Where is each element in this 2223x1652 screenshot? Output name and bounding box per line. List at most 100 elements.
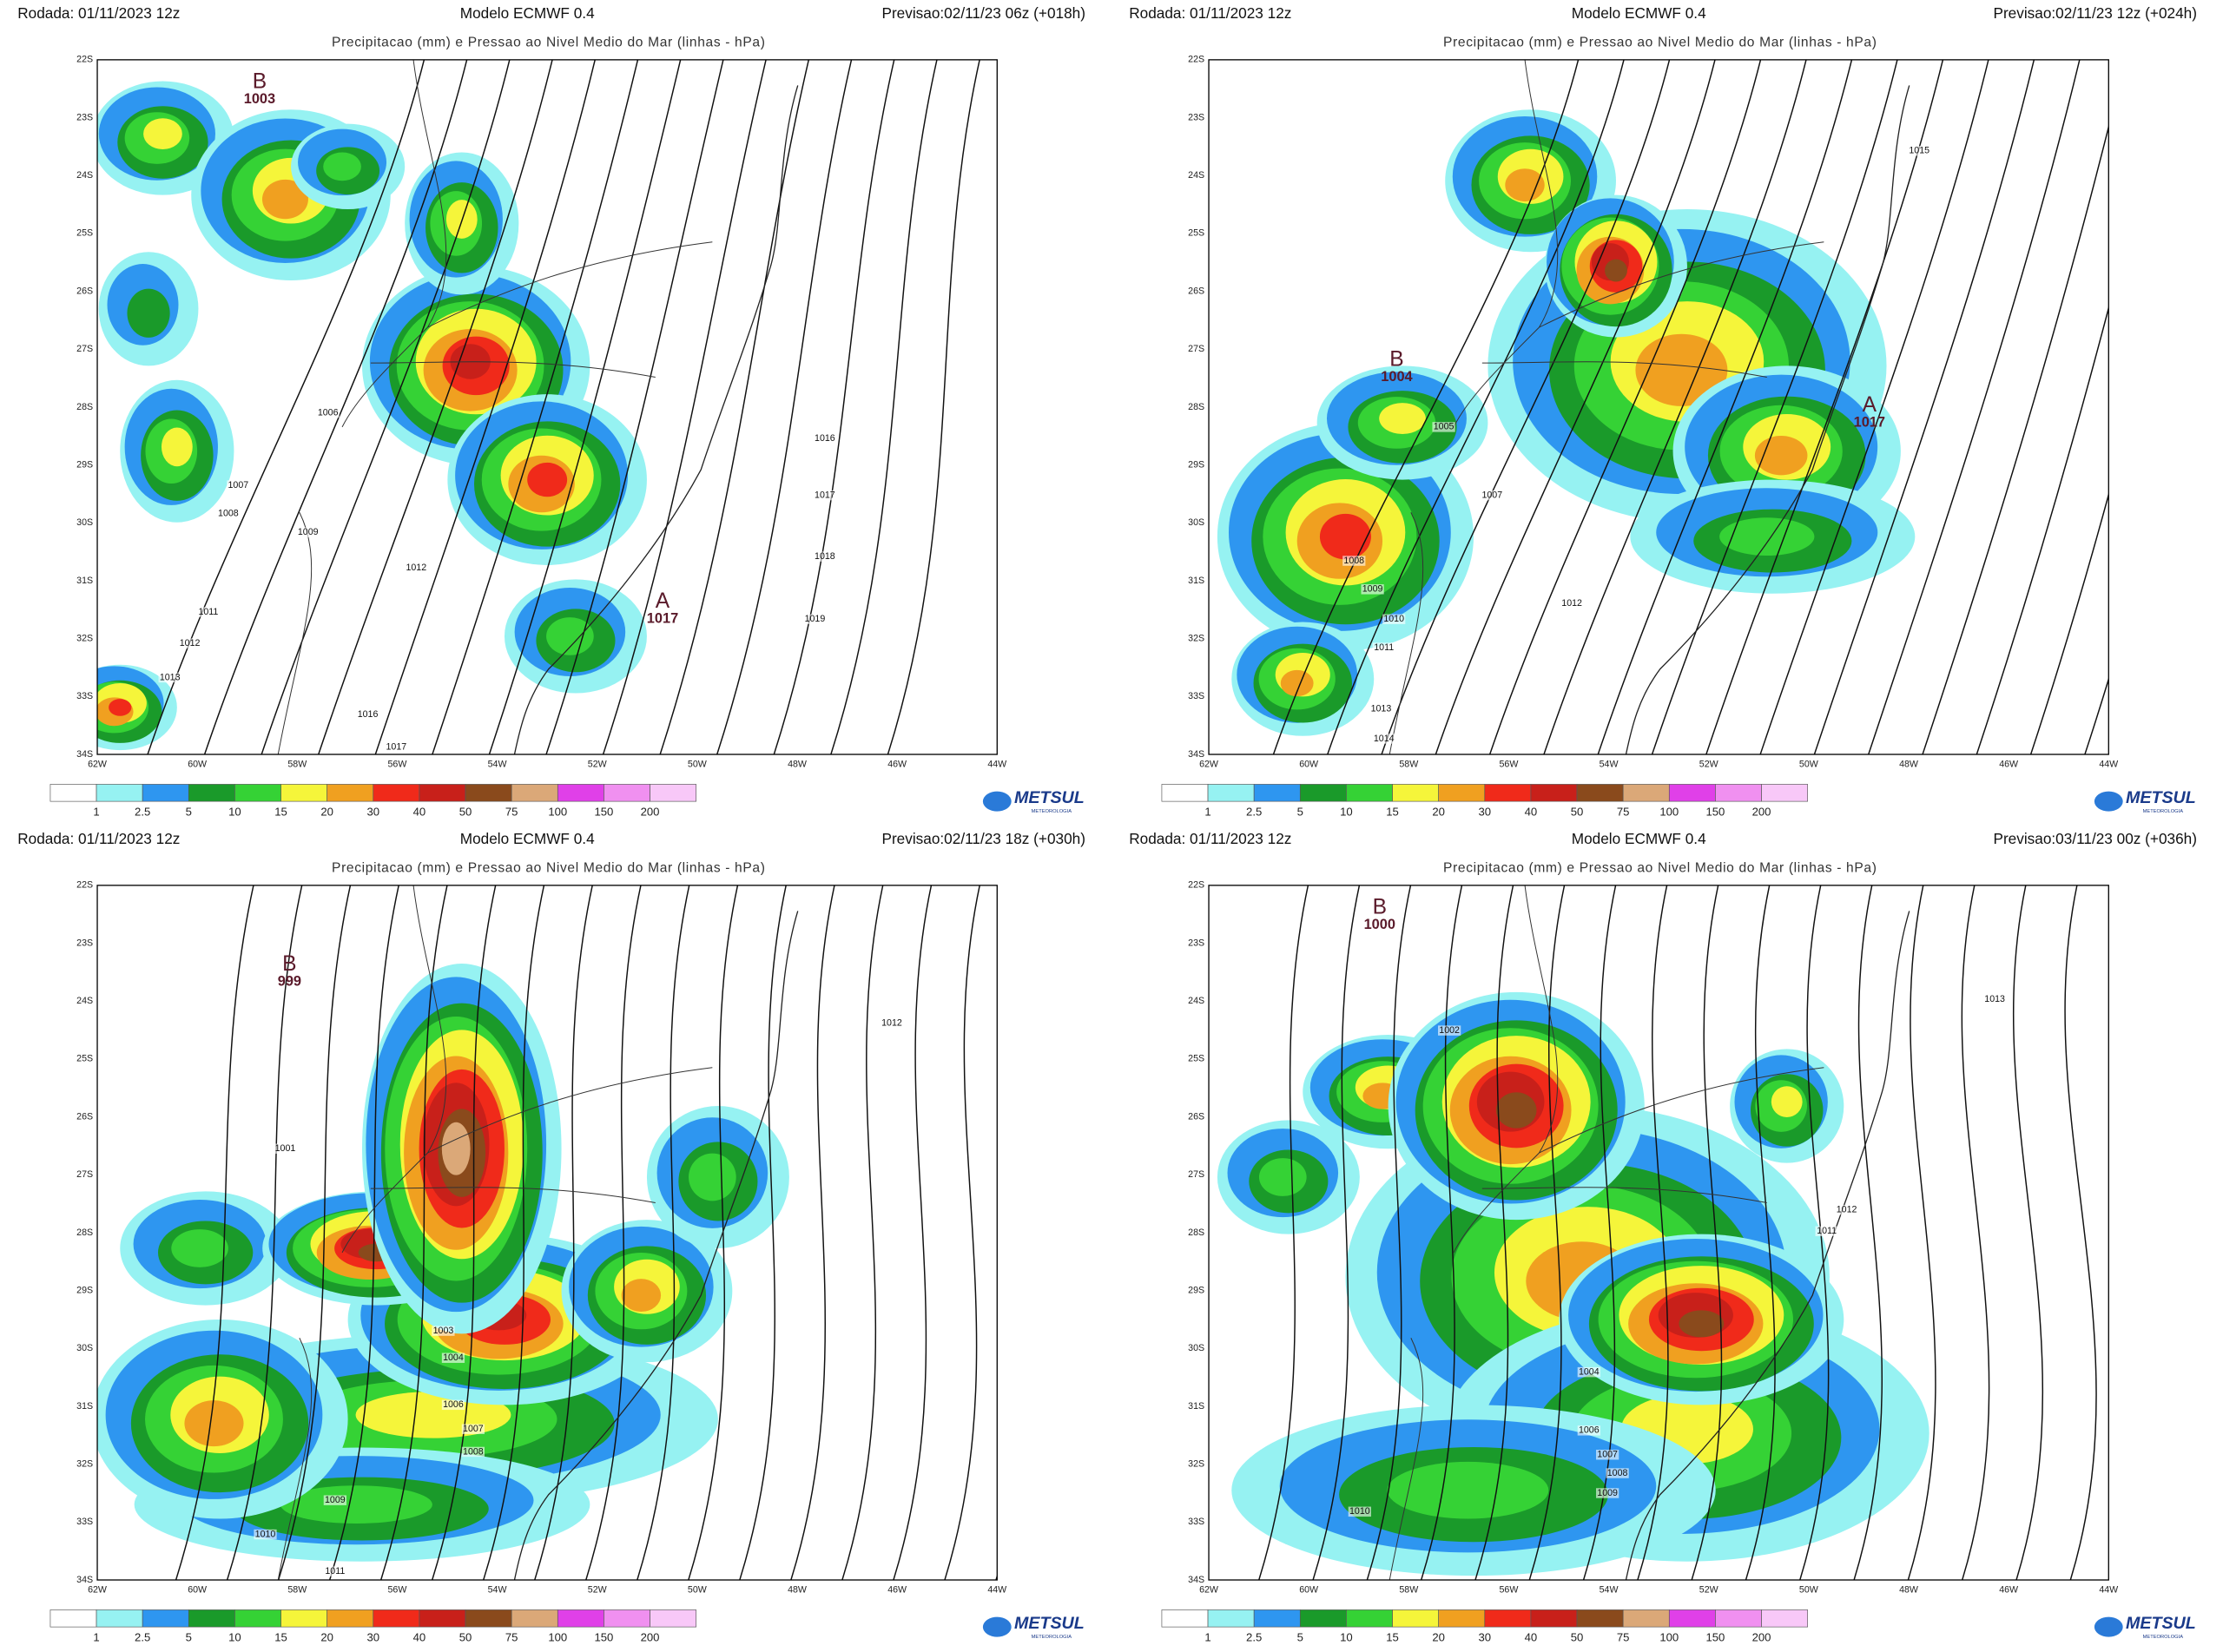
isobar-label-bg: [1481, 490, 1504, 501]
model-label: Modelo ECMWF 0.4: [1572, 830, 1706, 847]
coastline: [513, 911, 799, 1581]
lat-label: 27S: [1188, 344, 1204, 354]
lat-label: 31S: [76, 576, 93, 586]
isobar-label-bg: [1577, 1425, 1600, 1436]
isobar-label: 1007: [463, 1424, 484, 1434]
precip-area: [1319, 513, 1371, 560]
isobar-label-bg: [1577, 1366, 1600, 1378]
map-frame: [96, 885, 998, 1581]
lon-label: 52W: [588, 1584, 607, 1595]
isobar-label: 1013: [160, 672, 181, 682]
run-label: Rodada: 01/11/2023 12z: [17, 830, 180, 847]
legend-label: 100: [1659, 1631, 1679, 1644]
lat-label: 33S: [76, 1517, 93, 1527]
lat-label: 26S: [1188, 1111, 1204, 1122]
lon-label: 46W: [887, 1584, 907, 1595]
lat-label: 22S: [76, 55, 93, 65]
map-panel: Rodada: 01/11/2023 12z Modelo ECMWF 0.4 Pr…: [17, 830, 1085, 1644]
lat-label: 30S: [1188, 1343, 1204, 1353]
legend-label: 5: [186, 806, 192, 819]
lat-label: 32S: [1188, 1458, 1204, 1469]
precip-area: [689, 1153, 736, 1201]
isobar-label-bg: [296, 527, 320, 537]
isobar-label-bg: [803, 614, 827, 624]
logo-globe: [982, 1616, 1012, 1637]
map-title: Precipitacao (mm) e Pressao ao Nivel Med…: [1443, 860, 1877, 875]
isobar-label: 1008: [1607, 1468, 1628, 1478]
map-panel: Rodada: 01/11/2023 12z Modelo ECMWF 0.4 Pr…: [1129, 4, 2197, 819]
isobar: [1528, 885, 1566, 1581]
isobar-label-bg: [1369, 703, 1393, 714]
lon-label: 52W: [588, 759, 607, 769]
isobar-label: 1010: [255, 1529, 276, 1539]
legend-swatch: [373, 1609, 420, 1628]
pressure-center-letter: A: [656, 589, 670, 613]
precip-area: [527, 462, 568, 497]
legend-label: 20: [320, 1631, 333, 1644]
lon-label: 58W: [1399, 759, 1418, 769]
isobar-label-bg: [158, 672, 181, 683]
lon-label: 54W: [1600, 759, 1619, 769]
legend-swatch: [1530, 1609, 1578, 1628]
lon-label: 48W: [788, 1584, 807, 1595]
legend-swatch: [1299, 1609, 1347, 1628]
legend-swatch: [465, 1609, 512, 1628]
isobar: [1922, 124, 2109, 755]
isobar-label: 1018: [815, 551, 835, 562]
isobar-label: 1014: [1374, 734, 1395, 744]
legend-swatch: [650, 1609, 696, 1628]
lat-label: 25S: [76, 1054, 93, 1064]
lon-label: 54W: [488, 759, 507, 769]
logo-tagline: METEOROLOGIA: [1032, 809, 1072, 814]
isobar-label: 1017: [386, 742, 407, 753]
isobar-label: 1009: [1597, 1488, 1618, 1498]
legend-label: 100: [1659, 806, 1679, 819]
isobar: [147, 59, 425, 755]
legend-label: 1: [1204, 806, 1210, 819]
lat-label: 32S: [1188, 633, 1204, 643]
precip-area: [184, 1400, 244, 1447]
isobar-label-bg: [1342, 556, 1366, 566]
legend-swatch: [234, 1609, 281, 1628]
map-area: [1217, 59, 2109, 755]
legend-swatch: [557, 1609, 604, 1628]
lat-label: 28S: [1188, 402, 1204, 412]
legend-label: 150: [594, 1631, 613, 1644]
border: [1389, 59, 1824, 755]
precip-area: [171, 1229, 228, 1267]
isobar: [716, 59, 853, 755]
isobar: [203, 59, 468, 755]
isobar: [1043, 871, 1080, 1594]
precip-area: [546, 617, 594, 655]
logo-name: METSUL: [1014, 1614, 1085, 1633]
legend-label: 50: [1571, 806, 1584, 819]
legend-label: 75: [505, 1631, 518, 1644]
precip-area: [1719, 517, 1815, 556]
legend-label: 20: [1432, 1631, 1445, 1644]
legend-swatch: [1622, 784, 1670, 802]
legend-swatch: [1576, 1609, 1624, 1628]
isobar: [1745, 885, 1776, 1581]
precip-area: [1379, 403, 1426, 434]
legend-swatch: [280, 784, 327, 802]
legend-label: 40: [413, 1631, 426, 1644]
isobar-label: 1002: [1439, 1025, 1460, 1036]
precip-area: [1679, 1310, 1725, 1338]
map-area: [1217, 885, 2097, 1581]
isobar: [2029, 492, 2109, 755]
isobar-label-bg: [1835, 1204, 1858, 1215]
logo-tagline: METEOROLOGIA: [2143, 809, 2184, 814]
legend-label: 15: [274, 1631, 287, 1644]
legend-swatch: [327, 1609, 374, 1628]
map-title: Precipitacao (mm) e Pressao ao Nivel Med…: [332, 35, 766, 49]
isobar-label-bg: [441, 1399, 465, 1411]
isobar: [482, 885, 545, 1581]
run-label: Rodada: 01/11/2023 12z: [1129, 4, 1291, 22]
isobar: [2064, 885, 2097, 1581]
legend-label: 50: [1571, 1631, 1584, 1644]
legend-label: 30: [366, 1631, 379, 1644]
lon-label: 52W: [1699, 759, 1718, 769]
lat-label: 33S: [1188, 691, 1204, 701]
isobar-label-bg: [227, 480, 250, 490]
